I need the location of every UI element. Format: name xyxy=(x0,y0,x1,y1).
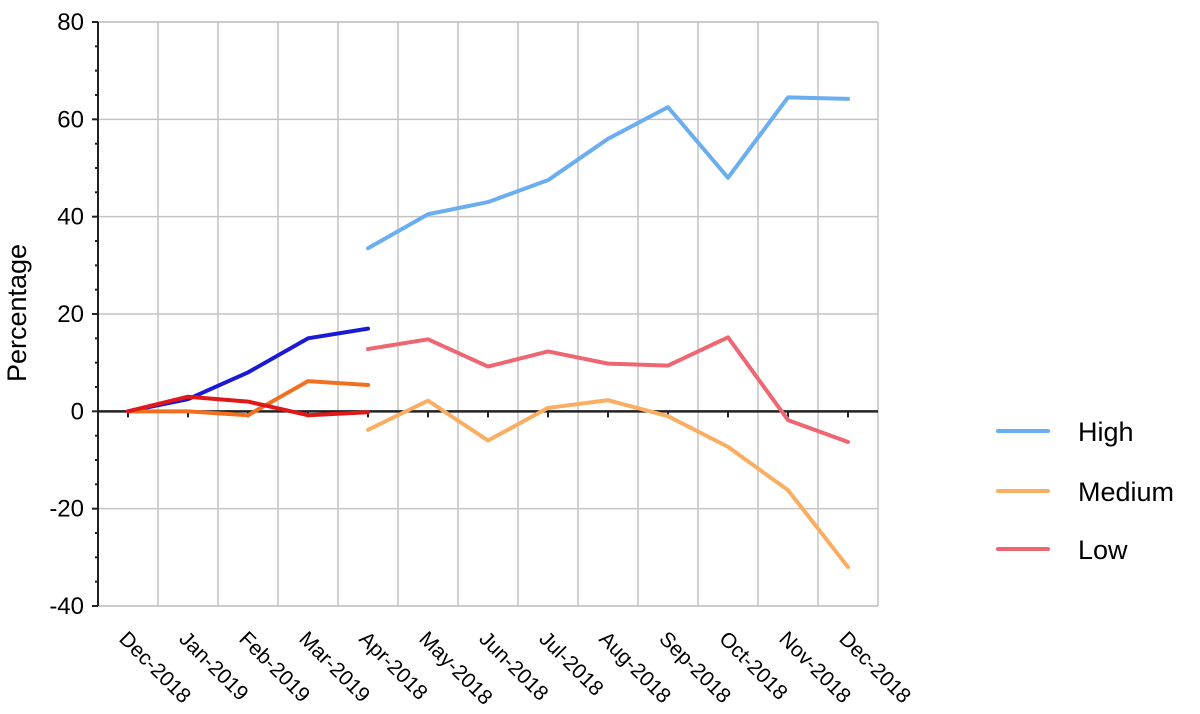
y-tick-label: -20 xyxy=(49,496,84,523)
legend-label: Medium xyxy=(1078,477,1174,507)
legend-label: High xyxy=(1078,417,1134,447)
legend-item-medium: Medium xyxy=(996,477,1174,507)
legend-item-low: Low xyxy=(996,535,1128,565)
series-line-first-unlabelled xyxy=(126,326,370,414)
x-tick-labels: Dec-2018Jan-2019Feb-2019Mar-2019Apr-2018… xyxy=(114,627,915,709)
y-tick-label: -40 xyxy=(49,593,84,620)
y-tick-label: 20 xyxy=(57,301,84,328)
series-lines xyxy=(126,95,850,570)
series-line-second-low xyxy=(366,335,850,444)
series-line-first-unlabelled xyxy=(126,394,370,418)
series-line-second-high xyxy=(366,95,850,251)
y-tick-label: 0 xyxy=(71,398,84,425)
y-tick-labels: 80 60 40 20 0 -20 -40 xyxy=(49,9,84,620)
legend: High Medium Low xyxy=(996,417,1174,565)
y-tick-label: 40 xyxy=(57,204,84,231)
y-tick-label: 60 xyxy=(57,106,84,133)
grid xyxy=(98,21,879,607)
legend-label: Low xyxy=(1078,535,1128,565)
series-line-first-unlabelled xyxy=(126,379,370,418)
axes xyxy=(92,21,878,607)
y-axis-title: Percentage xyxy=(2,244,32,382)
series-line-second-medium xyxy=(366,398,850,570)
legend-item-high: High xyxy=(996,417,1134,447)
y-tick-label: 80 xyxy=(57,9,84,36)
